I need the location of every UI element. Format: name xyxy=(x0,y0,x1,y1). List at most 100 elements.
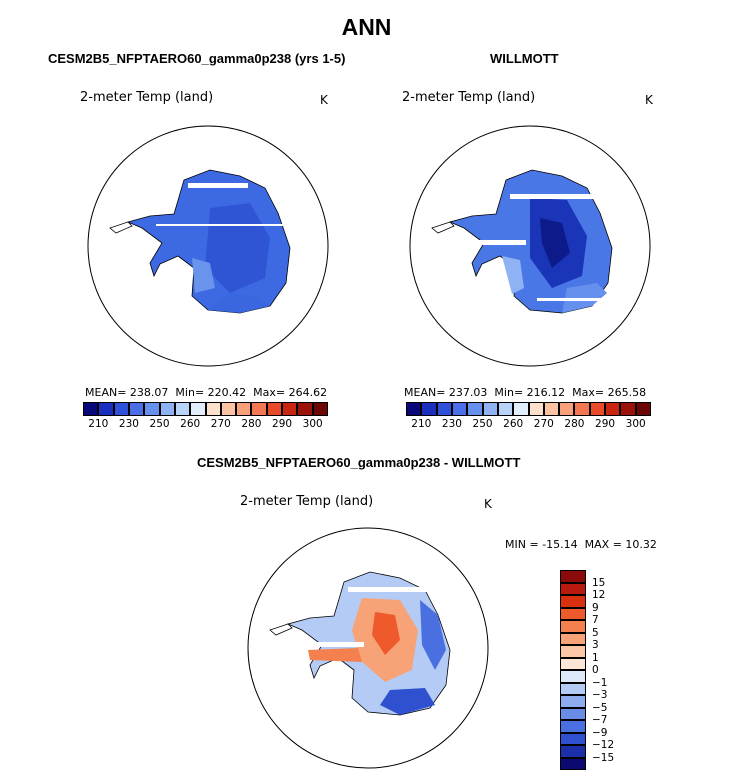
panel2-colorbar-swatch xyxy=(406,402,422,416)
panel2-colorbar-swatch xyxy=(421,402,437,416)
panel1-colorbar-tick-label: 280 xyxy=(241,418,262,430)
panel1-east-coast xyxy=(208,293,270,313)
panel3-colorbar-tick-label: −5 xyxy=(592,701,608,714)
panel3-colorbar-swatch xyxy=(560,570,586,583)
panel1-colorbar-swatch xyxy=(236,402,252,416)
panel3-min-label: MIN = xyxy=(505,538,539,551)
panel1-colorbar-swatch xyxy=(297,402,313,416)
panel3-colorbar-swatch xyxy=(560,582,586,595)
panel3-colorbar-tick-label: −1 xyxy=(592,676,608,689)
panel2-colorbar-swatch xyxy=(574,402,590,416)
panel3-colorbar-swatch xyxy=(560,720,586,733)
panel3-min-value: -15.14 xyxy=(542,538,578,551)
panel3-colorbar-swatch xyxy=(560,757,586,770)
panel3-title: CESM2B5_NFPTAERO60_gamma0p238 - WILLMOTT xyxy=(197,455,521,470)
panel1-mean-label: MEAN= xyxy=(85,386,127,399)
panel1-colorbar-swatch xyxy=(205,402,221,416)
panel1-colorbar-swatch xyxy=(98,402,114,416)
panel1-peninsula-outline xyxy=(109,221,133,234)
panel2-colorbar-swatch xyxy=(513,402,529,416)
panel1-max-label: Max= xyxy=(253,386,286,399)
panel2-ross-shelf xyxy=(502,256,524,294)
panel2-colorbar-tick-label: 230 xyxy=(441,418,462,430)
panel1-variable-label: 2-meter Temp (land) xyxy=(80,90,214,105)
panel2-mean-label: MEAN= xyxy=(404,386,446,399)
panel3-colorbar-tick-label: 12 xyxy=(592,589,606,601)
panel3-east-cold xyxy=(420,600,446,670)
panel2-variable-label: 2-meter Temp (land) xyxy=(402,90,536,105)
panel1-colorbar-swatch xyxy=(251,402,267,416)
panel1-colorbar-tick-label: 270 xyxy=(210,418,231,430)
panel3-colorbar-tick-label: −15 xyxy=(592,751,615,764)
panel3-colorbar-tick-label: 5 xyxy=(592,626,599,639)
panel2-colorbar-tick-label: 270 xyxy=(533,418,554,430)
panel3-colorbar xyxy=(560,570,586,770)
panel3-colorbar-tick-label: −3 xyxy=(592,689,608,701)
panel3-stats: MIN = -15.14 MAX = 10.32 xyxy=(505,538,657,551)
panel3-colorbar-swatch xyxy=(560,607,586,620)
panel2-mean-value: 237.03 xyxy=(448,386,488,399)
panel3-colorbar-swatch xyxy=(560,695,586,708)
panel3-colorbar-swatch xyxy=(560,707,586,720)
panel3-colorbar-tick-label: 0 xyxy=(592,664,599,676)
panel2-title: WILLMOTT xyxy=(490,51,559,66)
panel3-warm-core xyxy=(372,612,400,655)
panel1-colorbar-swatch xyxy=(220,402,237,416)
panel1-missing-band-1 xyxy=(188,183,248,188)
panel3-colorbar-swatch xyxy=(560,745,586,758)
panel1-colorbar-swatch xyxy=(83,402,99,416)
panel2-colorbar-swatch xyxy=(528,402,544,416)
panel2-colorbar-swatch xyxy=(635,402,651,416)
panel3-colorbar-ticks: 15 12 9 7 5 3 1 0 −1 −3 −5 −7 −9 −12 −15 xyxy=(592,570,632,770)
panel1-colorbar-tick-label: 300 xyxy=(302,418,323,430)
panel2-interior-coldest xyxy=(540,218,570,268)
panel3-colorbar-swatch xyxy=(560,732,586,745)
panel1-colorbar-swatch xyxy=(174,402,191,416)
panel2-min-label: Min= xyxy=(494,386,524,399)
panel3-colorbar-tick-label: 15 xyxy=(592,576,606,589)
panel1-colorbar-tick-label: 210 xyxy=(88,418,109,430)
panel1-colorbar-swatch xyxy=(266,402,283,416)
panel2-colorbar-swatch xyxy=(589,402,606,416)
panel3-units-label: K xyxy=(484,497,492,511)
panel1-map xyxy=(87,125,329,367)
panel2-max-value: 265.58 xyxy=(607,386,647,399)
panel3-missing-band-2 xyxy=(304,642,364,647)
panel2-colorbar-swatch xyxy=(467,402,483,416)
panel3-colorbar-swatch xyxy=(560,682,586,695)
panel2-colorbar-swatch xyxy=(497,402,514,416)
panel1-colorbar-swatch xyxy=(144,402,160,416)
panel3-colorbar-tick-label: 7 xyxy=(592,614,599,626)
panel1-colorbar xyxy=(83,402,328,416)
panel2-units-label: K xyxy=(645,93,653,107)
panel2-colorbar-swatch xyxy=(436,402,452,416)
panel2-colorbar-swatch xyxy=(543,402,560,416)
panel1-colorbar-swatch xyxy=(159,402,175,416)
panel3-south-cold xyxy=(380,688,435,715)
panel3-colorbar-swatch xyxy=(560,632,586,645)
panel1-min-value: 220.42 xyxy=(207,386,247,399)
panel1-missing-band-2 xyxy=(156,224,284,226)
panel2-map xyxy=(409,125,651,367)
panel3-colorbar-swatch xyxy=(560,657,586,670)
panel1-units-label: K xyxy=(320,93,328,107)
panel1-colorbar-swatch xyxy=(312,402,328,416)
panel2-colorbar-swatch xyxy=(482,402,498,416)
panel3-colorbar-swatch xyxy=(560,645,586,658)
panel2-min-value: 216.12 xyxy=(526,386,566,399)
panel1-min-label: Min= xyxy=(175,386,205,399)
panel3-colorbar-tick-label: −12 xyxy=(592,739,615,751)
panel2-stats: MEAN= 237.03 Min= 216.12 Max= 265.58 xyxy=(404,386,646,399)
panel3-max-value: 10.32 xyxy=(625,538,657,551)
panel3-colorbar-tick-label: −9 xyxy=(592,726,608,739)
panel2-colorbar-tick-label: 260 xyxy=(503,418,524,430)
panel2-colorbar-tick-label: 290 xyxy=(595,418,616,430)
panel1-colorbar-swatch xyxy=(282,402,298,416)
panel2-colorbar-swatch xyxy=(559,402,575,416)
panel2-colorbar-tick-label: 250 xyxy=(472,418,493,430)
panel2-colorbar xyxy=(406,402,651,416)
panel1-max-value: 264.62 xyxy=(288,386,328,399)
panel3-missing-band-1 xyxy=(348,587,428,592)
panel1-colorbar-swatch xyxy=(113,402,129,416)
panel1-colorbar-swatch xyxy=(128,402,145,416)
